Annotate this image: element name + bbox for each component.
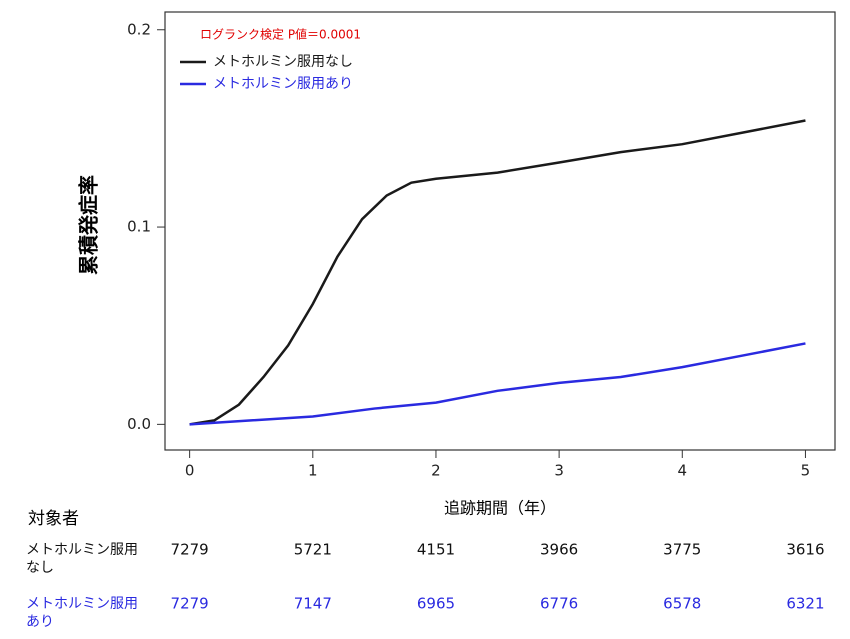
at-risk-count: 3966 bbox=[540, 541, 578, 559]
series-line bbox=[189, 342, 806, 426]
at-risk-count: 6321 bbox=[786, 595, 824, 613]
at-risk-count: 3775 bbox=[663, 541, 701, 559]
at-risk-count: 4151 bbox=[417, 541, 455, 559]
y-tick-label: 0.2 bbox=[127, 20, 151, 38]
x-tick-label: 4 bbox=[678, 462, 688, 480]
at-risk-count: 3616 bbox=[786, 541, 824, 559]
x-tick-label: 5 bbox=[801, 462, 811, 480]
y-tick-label: 0.1 bbox=[127, 218, 151, 236]
at-risk-count: 7279 bbox=[171, 541, 209, 559]
series-line bbox=[189, 119, 806, 426]
plot-frame bbox=[164, 11, 836, 451]
x-tick-label: 1 bbox=[308, 462, 318, 480]
y-tick-label: 0.0 bbox=[127, 415, 151, 433]
x-axis-label: 追跡期間（年） bbox=[444, 499, 556, 518]
annotation: ログランク検定 P値＝0.0001 bbox=[200, 27, 361, 42]
legend-label: メトホルミン服用なし bbox=[213, 54, 353, 70]
at-risk-count: 5721 bbox=[294, 541, 332, 559]
at-risk-count: 6776 bbox=[540, 595, 578, 613]
at-risk-count: 6965 bbox=[417, 595, 455, 613]
at-risk-count: 7279 bbox=[171, 595, 209, 613]
row-label-box: メトホルミン服用あり bbox=[26, 596, 138, 630]
row-label: メトホルミン服用なし bbox=[26, 542, 138, 576]
y-axis-label: 累積発症率 bbox=[77, 175, 101, 275]
at-risk-count: 6578 bbox=[663, 595, 701, 613]
row-label: メトホルミン服用あり bbox=[26, 596, 138, 630]
row-label-box: メトホルミン服用なし bbox=[26, 542, 138, 576]
at-risk-count: 7147 bbox=[294, 595, 332, 613]
legend-label: メトホルミン服用あり bbox=[213, 76, 353, 92]
x-tick-label: 0 bbox=[185, 462, 195, 480]
risk-table-title: 対象者 bbox=[28, 509, 79, 529]
x-tick-label: 3 bbox=[554, 462, 564, 480]
x-tick-label: 2 bbox=[431, 462, 441, 480]
